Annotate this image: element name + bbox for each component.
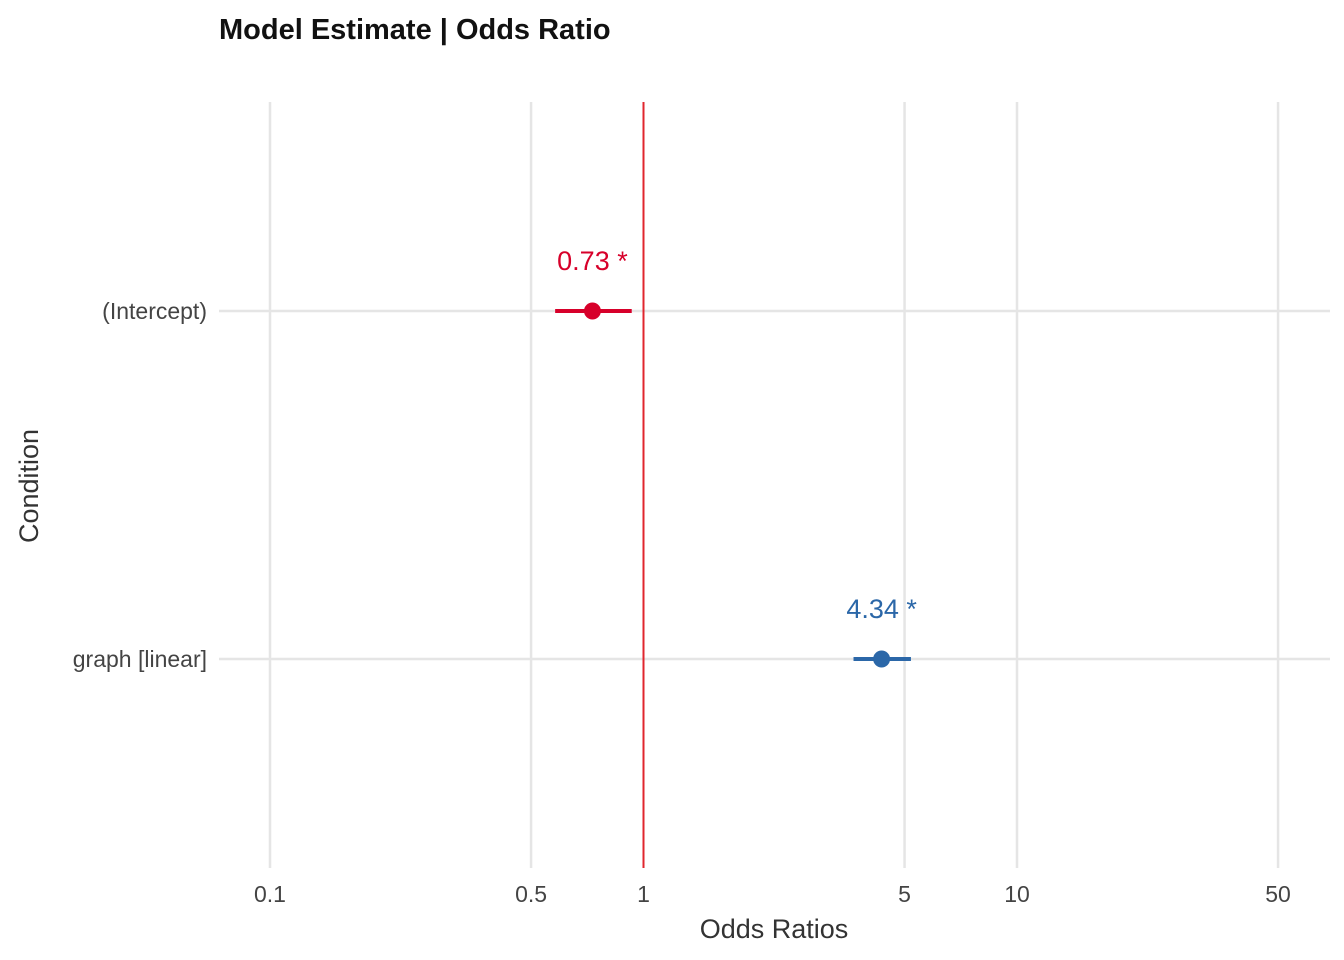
x-tick-label: 5 — [898, 881, 911, 907]
estimate-label: 4.34 * — [846, 594, 917, 624]
x-tick-label: 1 — [637, 881, 650, 907]
chart-title: Model Estimate | Odds Ratio — [219, 14, 611, 46]
x-tick-labels: 0.1 0.5 1 5 10 50 — [254, 881, 1291, 907]
x-tick-label: 0.5 — [515, 881, 547, 907]
estimate-point — [583, 302, 601, 320]
y-category-label: graph [linear] — [73, 646, 207, 672]
x-tick-label: 10 — [1004, 881, 1030, 907]
x-tick-label: 50 — [1265, 881, 1291, 907]
x-axis-title: Odds Ratios — [700, 914, 849, 944]
grid-lines — [219, 102, 1330, 868]
y-axis-title: Condition — [14, 429, 44, 543]
y-category-labels: (Intercept) graph [linear] — [73, 298, 207, 672]
estimate-point — [873, 650, 891, 668]
data-points: 0.73 * 4.34 * — [555, 246, 917, 668]
estimate-label: 0.73 * — [557, 246, 628, 276]
y-category-label: (Intercept) — [102, 298, 207, 324]
x-tick-label: 0.1 — [254, 881, 286, 907]
